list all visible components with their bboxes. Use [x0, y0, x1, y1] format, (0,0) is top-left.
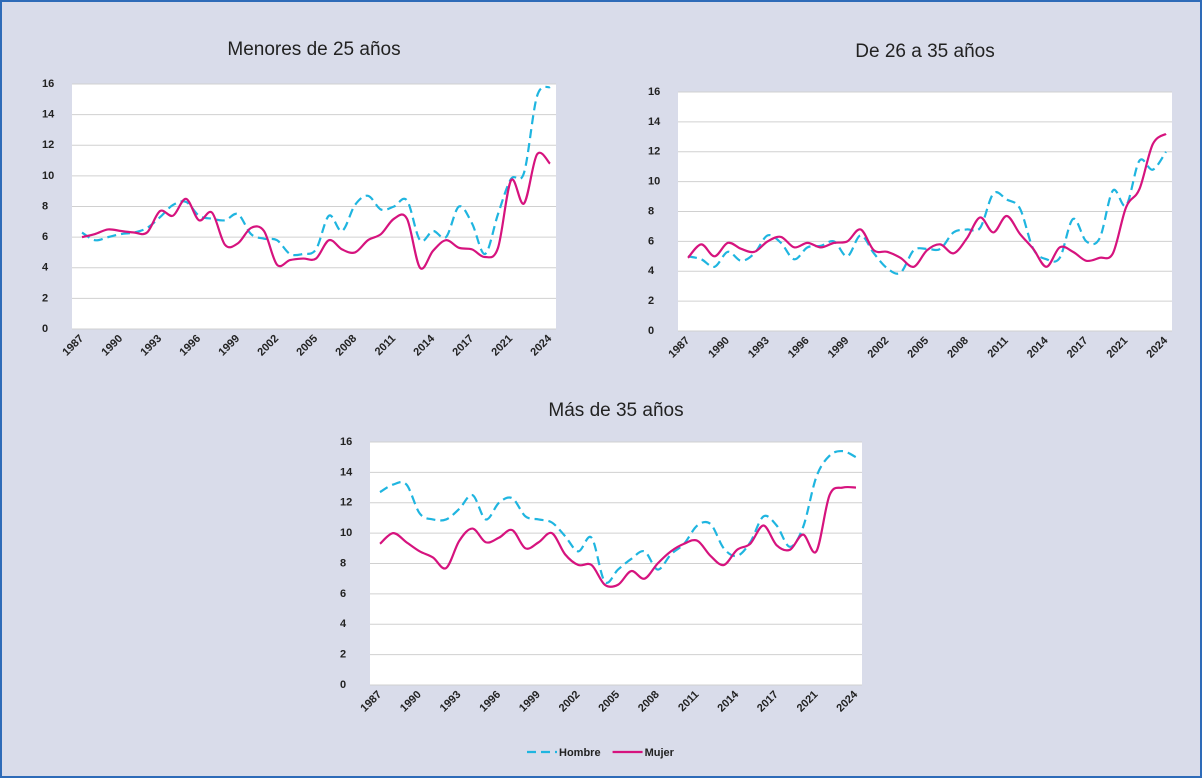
- y-tick-label: 12: [340, 497, 352, 509]
- y-tick-label: 8: [42, 200, 48, 212]
- series-line: [379, 449, 857, 584]
- y-tick-label: 4: [340, 618, 347, 630]
- chart-title: De 26 a 35 años: [855, 41, 994, 62]
- y-tick-label: 8: [648, 205, 654, 217]
- y-tick-label: 16: [42, 78, 54, 90]
- y-tick-label: 2: [42, 292, 48, 304]
- y-tick-label: 16: [648, 86, 660, 98]
- y-tick-label: 0: [648, 325, 654, 337]
- y-tick-label: 0: [340, 679, 346, 691]
- y-tick-label: 10: [42, 170, 54, 182]
- y-tick-label: 14: [648, 116, 661, 128]
- series-line: [81, 85, 551, 257]
- y-tick-label: 0: [42, 323, 48, 335]
- series-line: [687, 151, 1167, 275]
- y-tick-label: 8: [340, 557, 346, 569]
- y-tick-label: 6: [340, 588, 346, 600]
- chart-title: Más de 35 años: [548, 400, 683, 421]
- series-line: [379, 485, 857, 588]
- series-line: [81, 151, 551, 270]
- series-line: [687, 132, 1167, 268]
- y-tick-label: 6: [648, 235, 654, 247]
- y-tick-label: 12: [42, 139, 54, 151]
- y-tick-label: 10: [340, 527, 352, 539]
- y-tick-label: 16: [340, 436, 352, 448]
- y-tick-label: 14: [340, 466, 353, 478]
- legend-label: Mujer: [645, 747, 675, 759]
- legend-label: Hombre: [559, 747, 601, 759]
- y-tick-label: 6: [42, 231, 48, 243]
- y-tick-label: 2: [648, 295, 654, 307]
- y-tick-label: 2: [340, 649, 346, 661]
- y-tick-label: 10: [648, 176, 660, 188]
- y-tick-label: 12: [648, 146, 660, 158]
- y-tick-label: 14: [42, 109, 55, 121]
- y-tick-label: 4: [42, 262, 49, 274]
- chart-title: Menores de 25 años: [227, 39, 400, 60]
- y-tick-label: 4: [648, 265, 655, 277]
